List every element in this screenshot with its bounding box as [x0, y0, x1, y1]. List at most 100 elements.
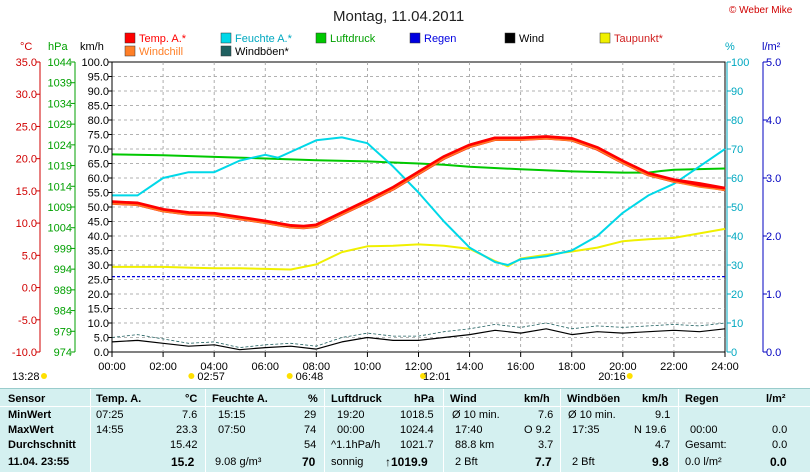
- legend-swatch: [124, 45, 136, 57]
- legend-swatch: [124, 32, 136, 44]
- series-luftdruck: [111, 153, 726, 174]
- temp-min: 7.6: [182, 409, 198, 421]
- pct-tick-label: 100: [731, 57, 749, 69]
- temp-tick-label: 0.0: [22, 283, 37, 295]
- kmh-tick-label: 55.0: [88, 188, 109, 200]
- gust-max: N 19.6: [634, 424, 667, 436]
- rain-max: 0.0: [772, 424, 788, 436]
- legend-label: Temp. A.*: [139, 33, 187, 45]
- row-label-avg: Durchschnitt: [8, 439, 76, 451]
- legend-label: Luftdruck: [330, 33, 376, 45]
- x-tick-label: 18:00: [558, 361, 586, 373]
- event-time-label: 13:28: [12, 371, 40, 383]
- copyright: © Weber Mike: [729, 5, 793, 16]
- sun-marker-icon: [286, 373, 293, 379]
- grid: [111, 61, 726, 353]
- pressure-trend: ^1.1hPa/h: [331, 439, 381, 451]
- gust-head: Windböen: [567, 393, 621, 405]
- kmh-tick-label: 40.0: [88, 231, 109, 243]
- x-tick-label: 22:00: [660, 361, 688, 373]
- wind-min-label: Ø 10 min.: [452, 409, 500, 421]
- kmh-tick-label: 75.0: [88, 130, 109, 142]
- rain-total-label: Gesamt:: [685, 439, 727, 451]
- pressure-max: 1024.4: [400, 424, 434, 436]
- event-time-label: 06:48: [296, 371, 324, 383]
- series-layer: [111, 135, 726, 351]
- x-tick-label: 00:00: [98, 361, 126, 373]
- pressure-unit: hPa: [414, 393, 435, 405]
- wind-unit: km/h: [524, 393, 550, 405]
- pct-tick-label: 30: [731, 260, 743, 272]
- kmh-tick-label: 85.0: [88, 101, 109, 113]
- x-tick-label: 24:00: [711, 361, 739, 373]
- series-wind: [111, 328, 726, 351]
- axes: 00:00 02:00 04:00 06:00 08:00 10:00 12:00 14:00…: [12, 57, 781, 373]
- kmh-tick-label: 15.0: [88, 304, 109, 316]
- kmh-tick-label: 25.0: [88, 275, 109, 287]
- pct-tick-label: 50: [731, 202, 743, 214]
- rain-head: Regen: [685, 393, 719, 405]
- wind-bft: 2 Bft: [455, 456, 478, 468]
- humidity-min-time: 15:15: [218, 409, 246, 421]
- rain-total: 0.0: [772, 439, 788, 451]
- temp-max-time: 14:55: [96, 424, 124, 436]
- wind-min: 7.6: [538, 409, 554, 421]
- x-tick-label: 10:00: [354, 361, 382, 373]
- legend-label: Wind: [519, 33, 544, 45]
- gust-bft: 2 Bft: [572, 456, 595, 468]
- humidity-avg: 54: [304, 439, 317, 451]
- series-taupunkt: [112, 227, 726, 271]
- pressure-head: Luftdruck: [331, 393, 382, 405]
- legend-swatch: [599, 32, 611, 44]
- temp-tick-label: 10.0: [16, 218, 37, 230]
- humidity-max: 74: [304, 424, 317, 436]
- pct-tick-label: 20: [731, 289, 743, 301]
- wind-max: O 9.2: [524, 424, 551, 436]
- gust-now: 9.8: [652, 455, 669, 469]
- humidity-abs: 9.08 g/m³: [215, 456, 262, 468]
- gust-avg: 4.7: [655, 439, 671, 451]
- kmh-tick-label: 35.0: [88, 246, 109, 258]
- col-divider: [678, 389, 679, 472]
- temp-tick-label: 35.0: [16, 57, 37, 69]
- legend-label: Feuchte A.*: [235, 33, 293, 45]
- kmh-axis-unit: km/h: [80, 41, 104, 53]
- hpa-tick-label: 1024: [48, 140, 72, 152]
- event-time-label: 20:16: [598, 371, 626, 383]
- pct-tick-label: 0: [731, 347, 737, 359]
- pressure-max-time: 00:00: [337, 424, 365, 436]
- x-tick-label: 20:00: [609, 361, 637, 373]
- humidity-head: Feuchte A.: [212, 393, 268, 405]
- kmh-tick-label: 20.0: [88, 289, 109, 301]
- kmh-tick-label: 65.0: [88, 159, 109, 171]
- gust-unit: km/h: [642, 393, 668, 405]
- rain-tick-label: 5.0: [766, 57, 781, 69]
- rain-tick-label: 4.0: [766, 115, 781, 127]
- rain-tick-label: 3.0: [766, 173, 781, 185]
- chart-title: Montag, 11.04.2011: [333, 8, 464, 25]
- pressure-min: 1018.5: [400, 409, 434, 421]
- event-time-label: 12:01: [423, 371, 451, 383]
- hpa-tick-label: 1044: [48, 57, 72, 69]
- x-tick-label: 16:00: [507, 361, 535, 373]
- legend: Temp. A.* Feuchte A.* Luftdruck Regen Wind Ta…: [124, 32, 664, 58]
- gust-max-time: 17:35: [572, 424, 600, 436]
- x-tick-label: 04:00: [200, 361, 228, 373]
- col-divider: [560, 389, 561, 472]
- kmh-tick-label: 80.0: [88, 115, 109, 127]
- hpa-tick-label: 974: [54, 347, 72, 359]
- x-tick-label: 14:00: [456, 361, 484, 373]
- wind-max-time: 17:40: [455, 424, 483, 436]
- pressure-now: ↑1019.9: [385, 455, 428, 469]
- rain-tick-label: 2.0: [766, 231, 781, 243]
- legend-swatch: [504, 32, 516, 44]
- temp-tick-label: 30.0: [16, 89, 37, 101]
- rain-now: 0.0: [770, 455, 787, 469]
- gust-min: 9.1: [655, 409, 671, 421]
- pct-axis-unit: %: [725, 41, 735, 53]
- wind-distance: 88.8 km: [455, 439, 495, 451]
- temp-max: 23.3: [176, 424, 198, 436]
- humidity-now: 70: [302, 455, 316, 469]
- event-time-label: 02:57: [197, 371, 225, 383]
- pct-tick-label: 40: [731, 231, 743, 243]
